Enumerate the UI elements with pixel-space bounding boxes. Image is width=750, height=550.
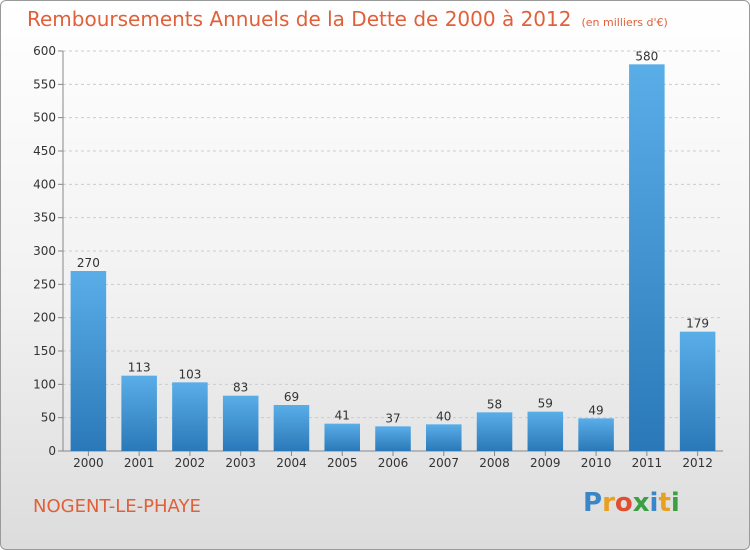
proxiti-logo[interactable]: Proxiti <box>583 488 680 518</box>
data-label: 270 <box>77 256 100 270</box>
location-name: NOGENT-LE-PHAYE <box>33 496 201 517</box>
x-tick-label: 2011 <box>632 456 663 470</box>
y-tick-label: 300 <box>33 244 56 258</box>
x-tick-label: 2000 <box>73 456 104 470</box>
y-tick-label: 500 <box>33 111 56 125</box>
bar <box>476 412 513 451</box>
x-tick-label: 2002 <box>175 456 206 470</box>
bar <box>527 411 564 451</box>
y-tick-label: 150 <box>33 344 56 358</box>
bar <box>578 418 614 451</box>
y-tick-label: 200 <box>33 311 56 325</box>
bar <box>172 382 208 451</box>
y-tick-label: 450 <box>33 144 56 158</box>
y-tick-label: 100 <box>33 377 56 391</box>
data-label: 58 <box>487 397 502 411</box>
logo-letter: x <box>632 488 650 518</box>
chart-title: Remboursements Annuels de la Dette de 20… <box>27 7 668 31</box>
x-tick-label: 2009 <box>530 456 561 470</box>
x-tick-label: 2010 <box>581 456 612 470</box>
x-tick-label: 2006 <box>378 456 409 470</box>
logo-letter: i <box>649 488 659 518</box>
x-tick-label: 2007 <box>428 456 459 470</box>
y-tick-label: 250 <box>33 277 56 291</box>
data-label: 179 <box>686 317 709 331</box>
y-tick-label: 350 <box>33 211 56 225</box>
x-tick-label: 2005 <box>327 456 358 470</box>
y-tick-label: 0 <box>48 444 56 458</box>
bar <box>426 424 462 451</box>
logo-letter: t <box>658 488 671 518</box>
labels: 0 50 100 150 200 250 300 350 400 450 500 550 600 270 2… <box>33 44 713 470</box>
data-label: 40 <box>436 409 451 423</box>
data-label: 49 <box>588 403 603 417</box>
data-label: 59 <box>538 397 553 411</box>
x-tick-label: 2012 <box>682 456 713 470</box>
bar <box>273 405 310 451</box>
data-label: 103 <box>178 367 201 381</box>
bar <box>375 426 411 451</box>
bar <box>70 271 107 451</box>
bars <box>70 64 716 452</box>
x-tick-label: 2003 <box>225 456 256 470</box>
y-tick-label: 600 <box>33 44 56 58</box>
bar <box>222 395 259 451</box>
x-tick-label: 2004 <box>276 456 307 470</box>
axes <box>58 50 723 456</box>
data-label: 113 <box>128 361 151 375</box>
chart-unit: (en milliers d'€) <box>581 16 668 29</box>
chart-title-main: Remboursements Annuels de la Dette de 20… <box>27 7 572 31</box>
bar <box>324 423 360 451</box>
data-label: 83 <box>233 381 248 395</box>
logo-letter: r <box>602 488 615 518</box>
y-tick-label: 550 <box>33 77 56 91</box>
x-tick-label: 2008 <box>479 456 510 470</box>
y-tick-label: 50 <box>41 411 56 425</box>
logo-letter: o <box>614 488 633 518</box>
data-label: 580 <box>635 49 658 63</box>
y-tick-label: 400 <box>33 177 56 191</box>
bar <box>121 375 157 451</box>
data-label: 41 <box>335 409 350 423</box>
logo-letter: i <box>670 488 680 518</box>
data-label: 37 <box>385 411 400 425</box>
bar <box>679 331 716 451</box>
gridlines <box>63 50 723 452</box>
bar <box>629 64 665 452</box>
logo-letter: P <box>583 488 603 518</box>
data-label: 69 <box>284 390 299 404</box>
x-tick-label: 2001 <box>124 456 155 470</box>
